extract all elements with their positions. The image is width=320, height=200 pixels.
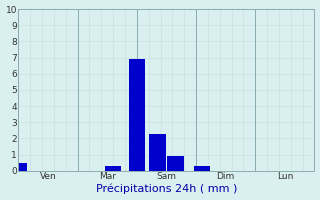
- Bar: [194, 166, 210, 171]
- Bar: [167, 156, 184, 171]
- X-axis label: Précipitations 24h ( mm ): Précipitations 24h ( mm ): [96, 184, 237, 194]
- Bar: [10, 163, 27, 171]
- Bar: [129, 59, 145, 171]
- Bar: [149, 134, 166, 171]
- Bar: [105, 166, 122, 171]
